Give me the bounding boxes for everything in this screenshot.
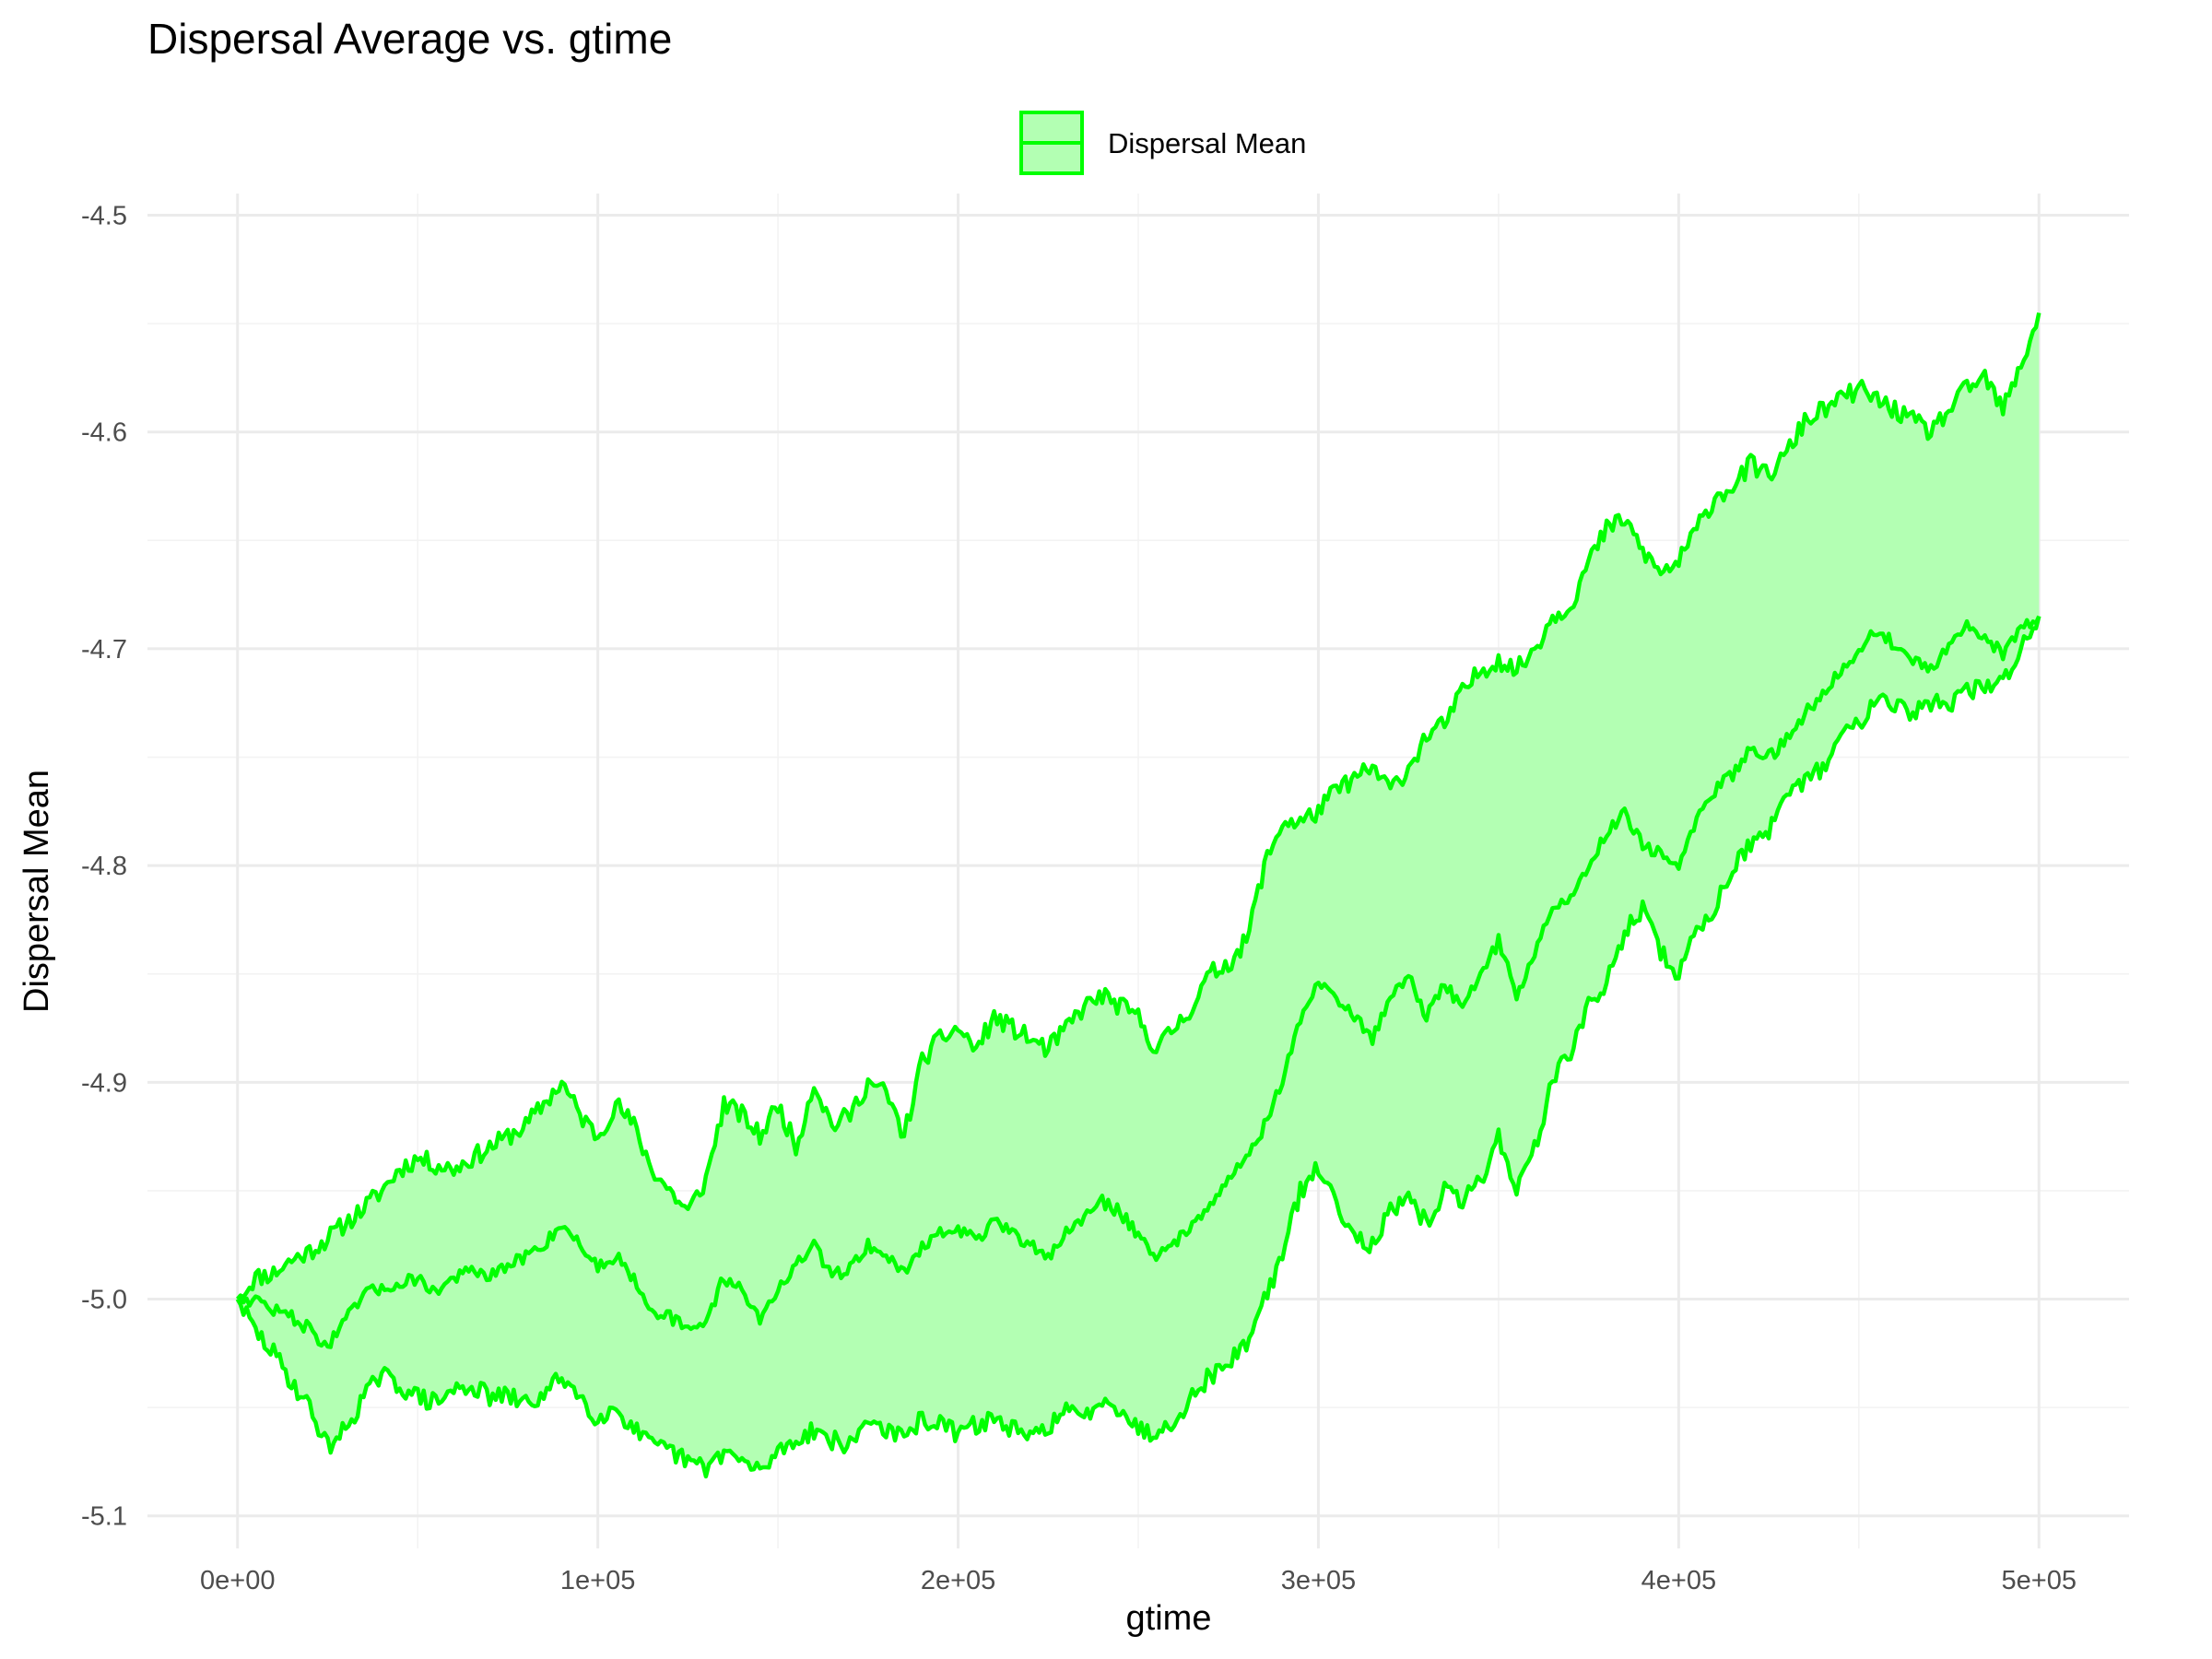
line-layer (235, 312, 2041, 1479)
x-axis-title: gtime (1126, 1599, 1212, 1638)
x-tick-label: 2e+05 (921, 1566, 995, 1595)
y-tick-label: -4.7 (81, 635, 127, 665)
y-tick-labels: -5.1 -5.0 -4.9 -4.8 -4.7 -4.6 -4.5 (81, 202, 127, 1532)
confidence-band (237, 312, 2040, 1477)
band-layer (237, 312, 2040, 1477)
chart-title: Dispersal Average vs. gtime (147, 15, 672, 63)
y-tick-label: -4.8 (81, 852, 127, 881)
x-tick-label: 4e+05 (1641, 1566, 1716, 1595)
y-tick-label: -5.0 (81, 1286, 127, 1315)
x-tick-label: 1e+05 (560, 1566, 635, 1595)
upper-bound-line (235, 312, 2041, 1300)
y-tick-label: -4.9 (81, 1068, 127, 1098)
mean-line (237, 615, 2041, 1349)
lower-bound-line (235, 616, 2041, 1479)
y-tick-label: -4.5 (81, 202, 127, 231)
grid-minor (147, 194, 2129, 1548)
y-tick-label: -4.6 (81, 418, 127, 448)
y-axis-title: Dispersal Mean (18, 770, 56, 1013)
x-tick-label: 5e+05 (2002, 1566, 2077, 1595)
x-tick-labels: 0e+00 1e+05 2e+05 3e+05 4e+05 5e+05 (200, 1566, 2077, 1595)
legend: Dispersal Mean (1019, 111, 1306, 175)
x-tick-label: 0e+00 (200, 1566, 275, 1595)
y-tick-label: -5.1 (81, 1502, 127, 1532)
x-tick-label: 3e+05 (1281, 1566, 1356, 1595)
legend-label: Dispersal Mean (1108, 127, 1306, 159)
